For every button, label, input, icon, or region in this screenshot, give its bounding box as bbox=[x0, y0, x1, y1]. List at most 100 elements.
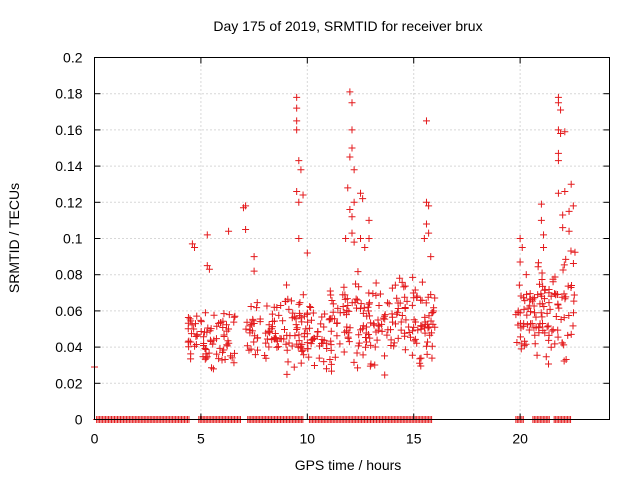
data-point bbox=[388, 310, 396, 318]
data-point bbox=[543, 323, 551, 331]
data-point bbox=[345, 329, 353, 337]
data-point bbox=[362, 338, 370, 346]
data-point bbox=[550, 290, 558, 298]
data-point bbox=[283, 346, 291, 354]
data-point bbox=[350, 358, 358, 366]
data-point bbox=[422, 220, 430, 228]
data-point bbox=[428, 354, 436, 362]
data-point bbox=[362, 343, 370, 351]
data-point bbox=[186, 315, 194, 323]
grid-layer bbox=[94, 57, 610, 420]
data-point bbox=[285, 339, 293, 347]
data-point bbox=[423, 350, 431, 358]
data-point bbox=[516, 235, 524, 242]
chart-title: Day 175 of 2019, SRMTID for receiver bru… bbox=[213, 18, 482, 34]
data-point bbox=[263, 335, 271, 343]
data-point bbox=[327, 341, 335, 349]
data-point bbox=[428, 309, 436, 317]
data-point bbox=[352, 295, 360, 303]
data-point bbox=[333, 319, 341, 327]
data-point bbox=[269, 317, 277, 325]
data-point bbox=[242, 325, 250, 333]
data-point bbox=[303, 249, 311, 257]
data-point bbox=[191, 244, 199, 252]
data-point bbox=[385, 300, 393, 308]
data-point bbox=[429, 320, 437, 328]
data-point bbox=[570, 297, 578, 305]
data-point bbox=[375, 322, 383, 330]
data-point bbox=[333, 332, 341, 340]
data-point bbox=[375, 302, 383, 310]
x-axis-label: GPS time / hours bbox=[295, 457, 402, 473]
data-point bbox=[560, 314, 568, 322]
data-point bbox=[569, 202, 577, 210]
data-point bbox=[402, 316, 410, 324]
data-point bbox=[407, 333, 415, 341]
ticks-layer: 0 0.02 0.04 0.06 0.08 0.1 0.12 0.14 0.16 0.18 0.2 0… bbox=[55, 50, 610, 447]
data-point bbox=[421, 320, 429, 328]
x-tick-label: 15 bbox=[406, 431, 422, 447]
data-point bbox=[565, 227, 573, 235]
data-point bbox=[513, 339, 521, 347]
data-point bbox=[411, 335, 419, 343]
data-point bbox=[372, 279, 380, 287]
data-point bbox=[206, 336, 214, 344]
data-point bbox=[253, 299, 261, 307]
y-tick-label: 0.16 bbox=[55, 122, 82, 138]
data-point bbox=[325, 316, 333, 324]
data-point bbox=[219, 348, 227, 356]
data-point bbox=[249, 317, 257, 325]
data-point bbox=[401, 346, 409, 354]
data-point bbox=[360, 304, 368, 312]
data-point bbox=[326, 355, 334, 363]
data-point bbox=[359, 322, 367, 330]
data-point bbox=[339, 302, 347, 310]
data-point bbox=[271, 335, 279, 343]
data-point bbox=[242, 225, 250, 233]
data-point bbox=[202, 354, 210, 362]
data-point bbox=[400, 283, 408, 291]
data-point bbox=[350, 166, 358, 174]
data-point bbox=[567, 284, 575, 292]
data-point bbox=[243, 318, 251, 326]
data-point bbox=[197, 318, 205, 326]
data-point bbox=[557, 130, 565, 138]
data-point bbox=[426, 331, 434, 339]
data-point bbox=[293, 93, 301, 101]
data-point bbox=[296, 299, 304, 307]
data-point bbox=[561, 128, 569, 136]
data-point bbox=[342, 235, 350, 242]
data-point bbox=[567, 247, 575, 255]
data-point bbox=[355, 331, 363, 339]
data-point bbox=[541, 286, 549, 294]
data-point bbox=[396, 274, 404, 282]
data-point bbox=[565, 207, 573, 215]
data-point bbox=[353, 296, 361, 304]
data-point bbox=[516, 309, 524, 317]
data-point bbox=[219, 317, 227, 325]
data-point bbox=[545, 289, 553, 297]
data-point bbox=[414, 326, 422, 334]
data-point bbox=[545, 299, 553, 307]
data-point bbox=[341, 295, 349, 303]
data-point bbox=[355, 283, 363, 291]
data-point bbox=[538, 292, 546, 300]
data-point bbox=[250, 253, 258, 261]
data-point bbox=[213, 350, 221, 358]
data-point bbox=[355, 339, 363, 347]
data-point bbox=[341, 328, 349, 336]
data-point bbox=[293, 126, 301, 134]
data-point bbox=[184, 319, 192, 327]
data-point bbox=[425, 202, 433, 210]
data-point bbox=[560, 341, 568, 349]
data-point bbox=[560, 357, 568, 365]
data-point bbox=[354, 364, 362, 372]
data-point bbox=[555, 304, 563, 312]
data-point bbox=[564, 331, 572, 339]
data-point bbox=[265, 343, 273, 351]
data-point bbox=[531, 340, 539, 348]
data-point bbox=[348, 144, 356, 152]
data-point bbox=[220, 332, 228, 340]
data-point bbox=[381, 312, 389, 320]
